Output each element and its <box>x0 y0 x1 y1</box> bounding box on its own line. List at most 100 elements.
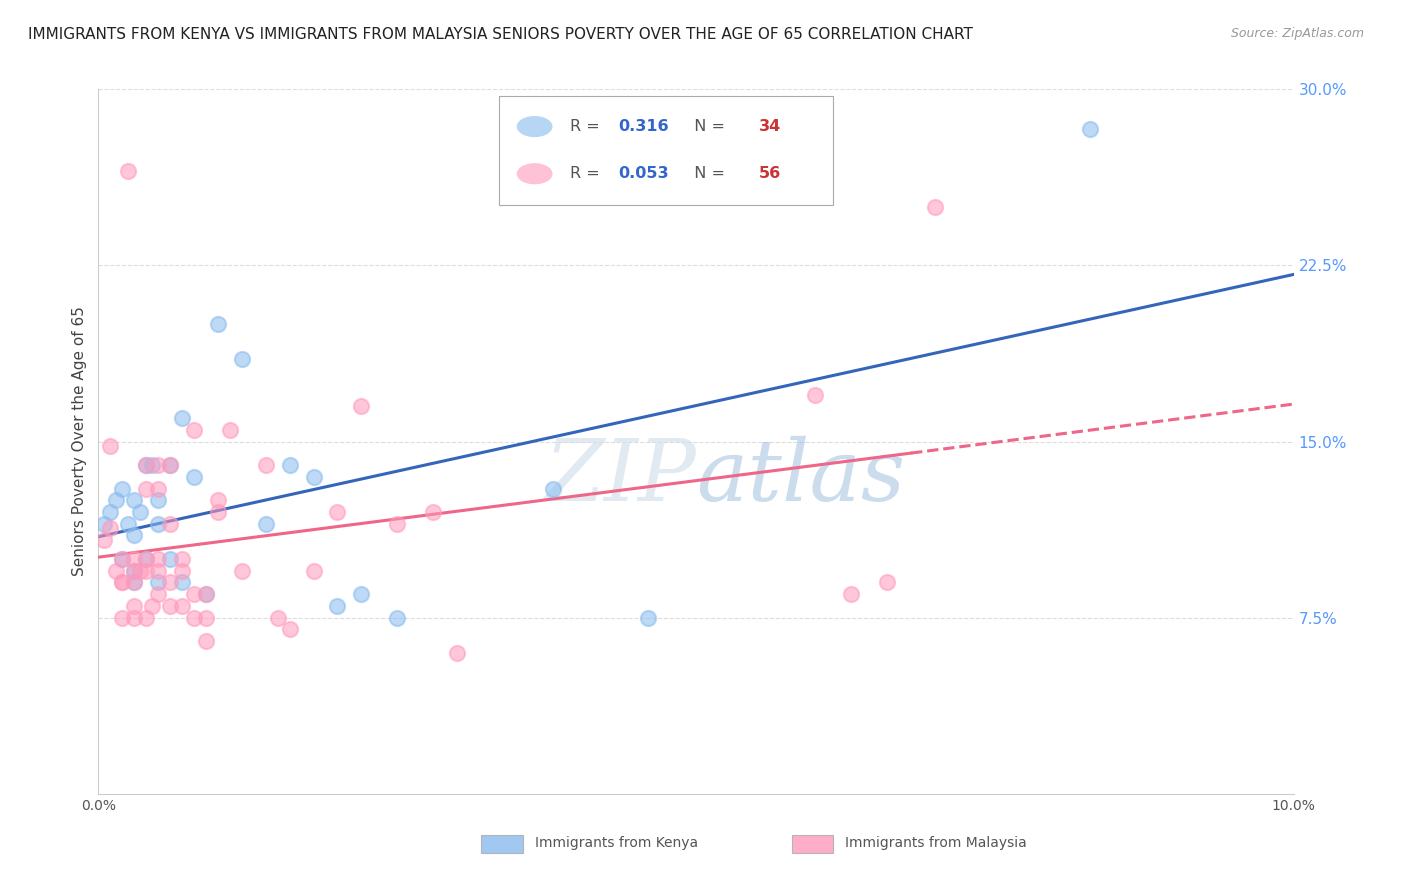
Point <box>111 552 134 566</box>
Y-axis label: Seniors Poverty Over the Age of 65: Seniors Poverty Over the Age of 65 <box>72 307 87 576</box>
Point <box>924 200 946 214</box>
Point <box>172 575 194 590</box>
Point <box>124 599 146 613</box>
Point <box>302 469 325 483</box>
Point <box>148 516 170 531</box>
Point <box>385 516 409 531</box>
Point <box>183 610 205 624</box>
Point <box>98 439 122 453</box>
Point <box>804 387 827 401</box>
Point <box>124 564 146 578</box>
Point <box>446 646 468 660</box>
Point <box>148 493 170 508</box>
Bar <box>792 836 834 853</box>
Point <box>124 610 146 624</box>
Point <box>148 482 170 496</box>
Text: R =: R = <box>571 166 606 181</box>
Point <box>219 423 242 437</box>
Point <box>135 552 157 566</box>
Point <box>183 587 205 601</box>
Point <box>231 352 253 367</box>
Point <box>159 575 181 590</box>
Point <box>302 564 325 578</box>
Point <box>231 564 253 578</box>
Text: Immigrants from Kenya: Immigrants from Kenya <box>534 836 697 849</box>
Point <box>183 423 205 437</box>
Point <box>326 599 349 613</box>
Point <box>172 411 194 425</box>
Point <box>129 564 152 578</box>
Point <box>350 399 373 413</box>
Text: R =: R = <box>571 119 606 134</box>
Point <box>637 610 659 624</box>
Point <box>172 564 194 578</box>
Point <box>254 458 277 472</box>
Point <box>111 575 134 590</box>
FancyBboxPatch shape <box>499 96 834 205</box>
Point <box>541 482 564 496</box>
Point <box>350 587 373 601</box>
Point <box>93 533 115 548</box>
Circle shape <box>517 116 553 137</box>
Point <box>141 458 163 472</box>
Point <box>195 587 218 601</box>
Point <box>876 575 898 590</box>
Point <box>105 493 128 508</box>
Point <box>159 552 181 566</box>
Text: 0.316: 0.316 <box>619 119 669 134</box>
Text: IMMIGRANTS FROM KENYA VS IMMIGRANTS FROM MALAYSIA SENIORS POVERTY OVER THE AGE O: IMMIGRANTS FROM KENYA VS IMMIGRANTS FROM… <box>28 27 973 42</box>
Point <box>195 610 218 624</box>
Point <box>841 587 863 601</box>
Point <box>98 521 122 535</box>
Point <box>207 505 229 519</box>
Point <box>183 469 205 483</box>
Text: N =: N = <box>685 166 730 181</box>
Point <box>207 493 229 508</box>
Point <box>159 458 181 472</box>
Point <box>98 505 122 519</box>
Point <box>385 610 409 624</box>
Point <box>148 587 170 601</box>
Text: ZIP: ZIP <box>544 435 696 518</box>
Circle shape <box>517 163 553 185</box>
Point <box>124 528 146 542</box>
Point <box>124 564 146 578</box>
Point <box>105 564 128 578</box>
Point <box>278 623 301 637</box>
Point <box>278 458 301 472</box>
Point <box>93 516 115 531</box>
Point <box>124 552 146 566</box>
Point <box>195 587 218 601</box>
Text: atlas: atlas <box>696 435 905 518</box>
Point <box>124 575 146 590</box>
Point <box>148 552 170 566</box>
Point <box>172 552 194 566</box>
Point <box>135 458 157 472</box>
Point <box>135 458 157 472</box>
Point <box>129 505 152 519</box>
Point <box>117 516 139 531</box>
Point <box>111 482 134 496</box>
Point <box>195 634 218 648</box>
Point <box>1080 122 1102 136</box>
Text: N =: N = <box>685 119 730 134</box>
Point <box>135 552 157 566</box>
Text: 34: 34 <box>759 119 782 134</box>
Point <box>207 317 229 331</box>
Point <box>135 564 157 578</box>
Point <box>111 552 134 566</box>
Text: Source: ZipAtlas.com: Source: ZipAtlas.com <box>1230 27 1364 40</box>
Point <box>111 575 134 590</box>
Point <box>111 610 134 624</box>
Point <box>159 458 181 472</box>
Point <box>124 575 146 590</box>
Text: Immigrants from Malaysia: Immigrants from Malaysia <box>845 836 1028 849</box>
Point <box>124 493 146 508</box>
Point <box>117 164 139 178</box>
Point <box>135 482 157 496</box>
Text: 56: 56 <box>759 166 782 181</box>
Point <box>422 505 444 519</box>
Bar <box>481 836 523 853</box>
Point <box>148 458 170 472</box>
Point <box>141 599 163 613</box>
